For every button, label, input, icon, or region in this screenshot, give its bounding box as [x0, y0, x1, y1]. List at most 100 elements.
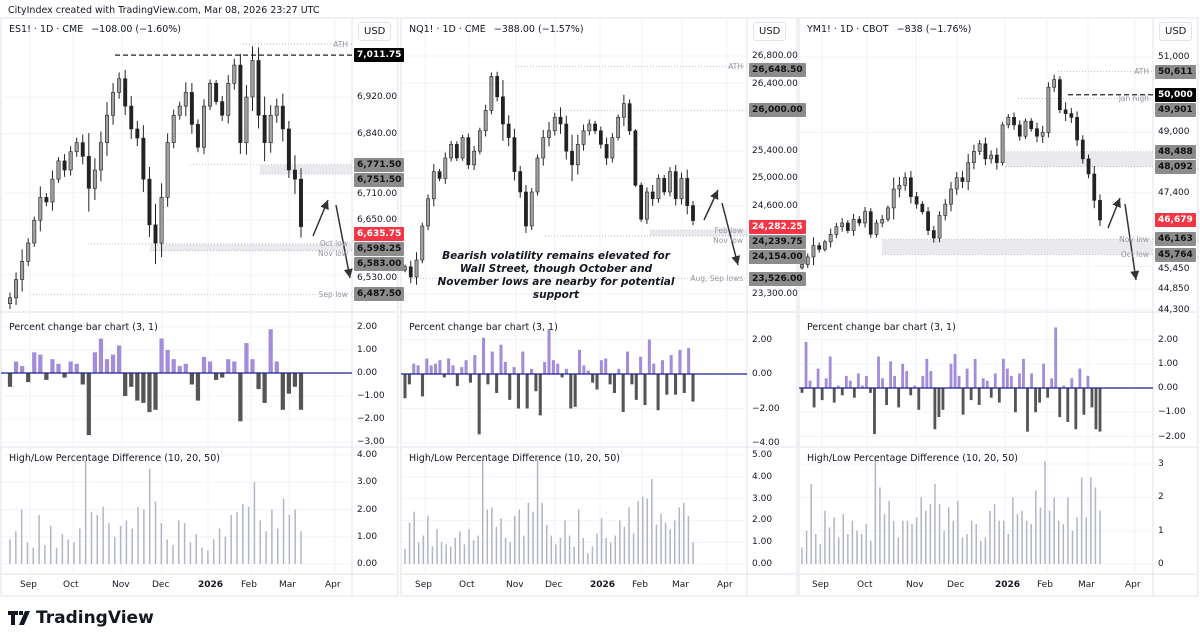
- candle-body: [897, 184, 902, 190]
- pct-change-bar: [521, 351, 525, 374]
- hl-diff-bar: [851, 520, 854, 564]
- price-badge: 50,000: [1155, 87, 1196, 102]
- pct-change-bar: [682, 374, 686, 393]
- price-axis-label: 25,000.00: [752, 173, 798, 184]
- hl-diff-bar: [9, 539, 11, 564]
- hl-diff-bar: [242, 504, 244, 564]
- pct-change-bar: [256, 373, 261, 390]
- hl-diff-bar: [20, 509, 23, 564]
- hl-diff-bar: [1007, 534, 1010, 564]
- support-zone: [1005, 151, 1153, 167]
- indicator-title: Percent change bar chart (3, 1): [409, 322, 558, 333]
- pct-change-bar: [165, 350, 170, 373]
- pct-change-bar: [207, 361, 213, 373]
- symbol-header: YM1! · 1D · CBOT: [807, 24, 889, 35]
- pct-change-bar: [123, 373, 128, 396]
- pct-change-bar: [551, 360, 555, 374]
- candle-body: [524, 191, 528, 227]
- pct-change-bar: [1009, 375, 1013, 388]
- candle-body: [834, 226, 839, 235]
- hl-diff-bar: [993, 504, 996, 564]
- hl-diff-bar: [436, 529, 438, 564]
- pct-change-bar: [1030, 373, 1033, 388]
- candle-body: [633, 130, 638, 186]
- hl-diff-bar: [801, 547, 803, 564]
- candle-body: [1063, 109, 1068, 114]
- pct-change-bar: [1022, 358, 1025, 388]
- hl-diff-bar: [641, 496, 644, 564]
- currency-button[interactable]: USD: [753, 22, 787, 41]
- hl-diff-bar: [837, 537, 840, 564]
- price-axis-label: 6,710.00: [357, 188, 398, 199]
- hl-diff-bar: [545, 524, 548, 564]
- pct-change-bar: [534, 374, 538, 392]
- pct-change-bar: [1034, 388, 1037, 413]
- pct-change-bar: [961, 388, 965, 415]
- hl-diff-bar: [897, 537, 900, 564]
- price-badge: 50,611: [1155, 64, 1196, 79]
- hl-diff-bar: [596, 533, 598, 564]
- currency-button[interactable]: USD: [1159, 22, 1193, 41]
- time-axis-label: Dec: [152, 580, 170, 590]
- pct-change-bar: [189, 373, 194, 385]
- pct-change-bar: [250, 359, 255, 373]
- candle-body: [845, 222, 850, 231]
- currency-button[interactable]: USD: [358, 22, 392, 41]
- pct-change-bar: [852, 388, 856, 398]
- hl-diff-bar: [911, 524, 913, 564]
- candle-body: [208, 83, 213, 107]
- candle-body: [593, 123, 597, 132]
- indicator-axis-label: 0.00: [752, 559, 773, 569]
- hl-diff-bar: [449, 546, 452, 564]
- candle-body: [1052, 79, 1057, 88]
- hl-diff-bar: [605, 537, 607, 564]
- indicator-axis-label: 1.00: [357, 531, 378, 542]
- symbol-header: ES1! · 1D · CME: [9, 24, 84, 35]
- hl-diff-bar: [828, 527, 831, 564]
- pct-change-bar: [141, 373, 146, 403]
- pct-change-bar: [1098, 388, 1102, 432]
- pct-change-bar: [1054, 327, 1058, 388]
- hl-diff-bar: [207, 550, 209, 564]
- candle-body: [141, 137, 146, 180]
- tradingview-logo[interactable]: TradingView: [8, 608, 154, 628]
- indicator-axis-label: 2: [1158, 492, 1164, 503]
- candle-body: [1098, 200, 1102, 221]
- chart-header: YM1! · 1D · CBOT −838 (−1.76%): [807, 24, 971, 36]
- hl-diff-bar: [651, 478, 653, 564]
- pct-change-bar: [1058, 388, 1062, 418]
- pct-change-bar: [92, 352, 97, 373]
- pct-change-bar: [1050, 378, 1054, 388]
- hl-diff-bar: [577, 509, 580, 564]
- hl-diff-bar: [491, 507, 493, 564]
- pct-change-bar: [62, 373, 67, 378]
- time-axis-label: Nov: [906, 580, 924, 590]
- indicator-axis-label: −4.00: [752, 438, 780, 448]
- hl-diff-bar: [271, 509, 273, 564]
- indicator-axis-label: 2.00: [752, 334, 773, 345]
- level-label: Nov low: [318, 249, 348, 259]
- candle-body: [274, 105, 279, 116]
- hl-diff-bar: [591, 546, 594, 564]
- hl-diff-bar: [673, 520, 676, 564]
- candle-body: [105, 114, 109, 143]
- pct-change-bar: [1082, 388, 1086, 415]
- pct-change-bar: [941, 388, 945, 410]
- hl-diff-bar: [555, 544, 557, 564]
- candle-body: [604, 144, 609, 159]
- hl-diff-bar: [623, 526, 626, 564]
- candle-body: [1058, 79, 1062, 111]
- candle-body: [460, 137, 465, 159]
- indicator-axis-label: −1.00: [1158, 407, 1186, 418]
- time-axis-label: Dec: [947, 580, 965, 590]
- hl-diff-bar: [1016, 514, 1019, 564]
- pct-change-bar: [262, 373, 267, 403]
- hl-diff-bar: [32, 547, 35, 564]
- hl-diff-bar: [860, 534, 863, 564]
- pct-change-bar: [220, 373, 225, 378]
- candle-body: [477, 130, 482, 152]
- hl-diff-bar: [500, 518, 502, 564]
- hl-diff-bar: [874, 457, 877, 564]
- hl-diff-bar: [1080, 477, 1083, 564]
